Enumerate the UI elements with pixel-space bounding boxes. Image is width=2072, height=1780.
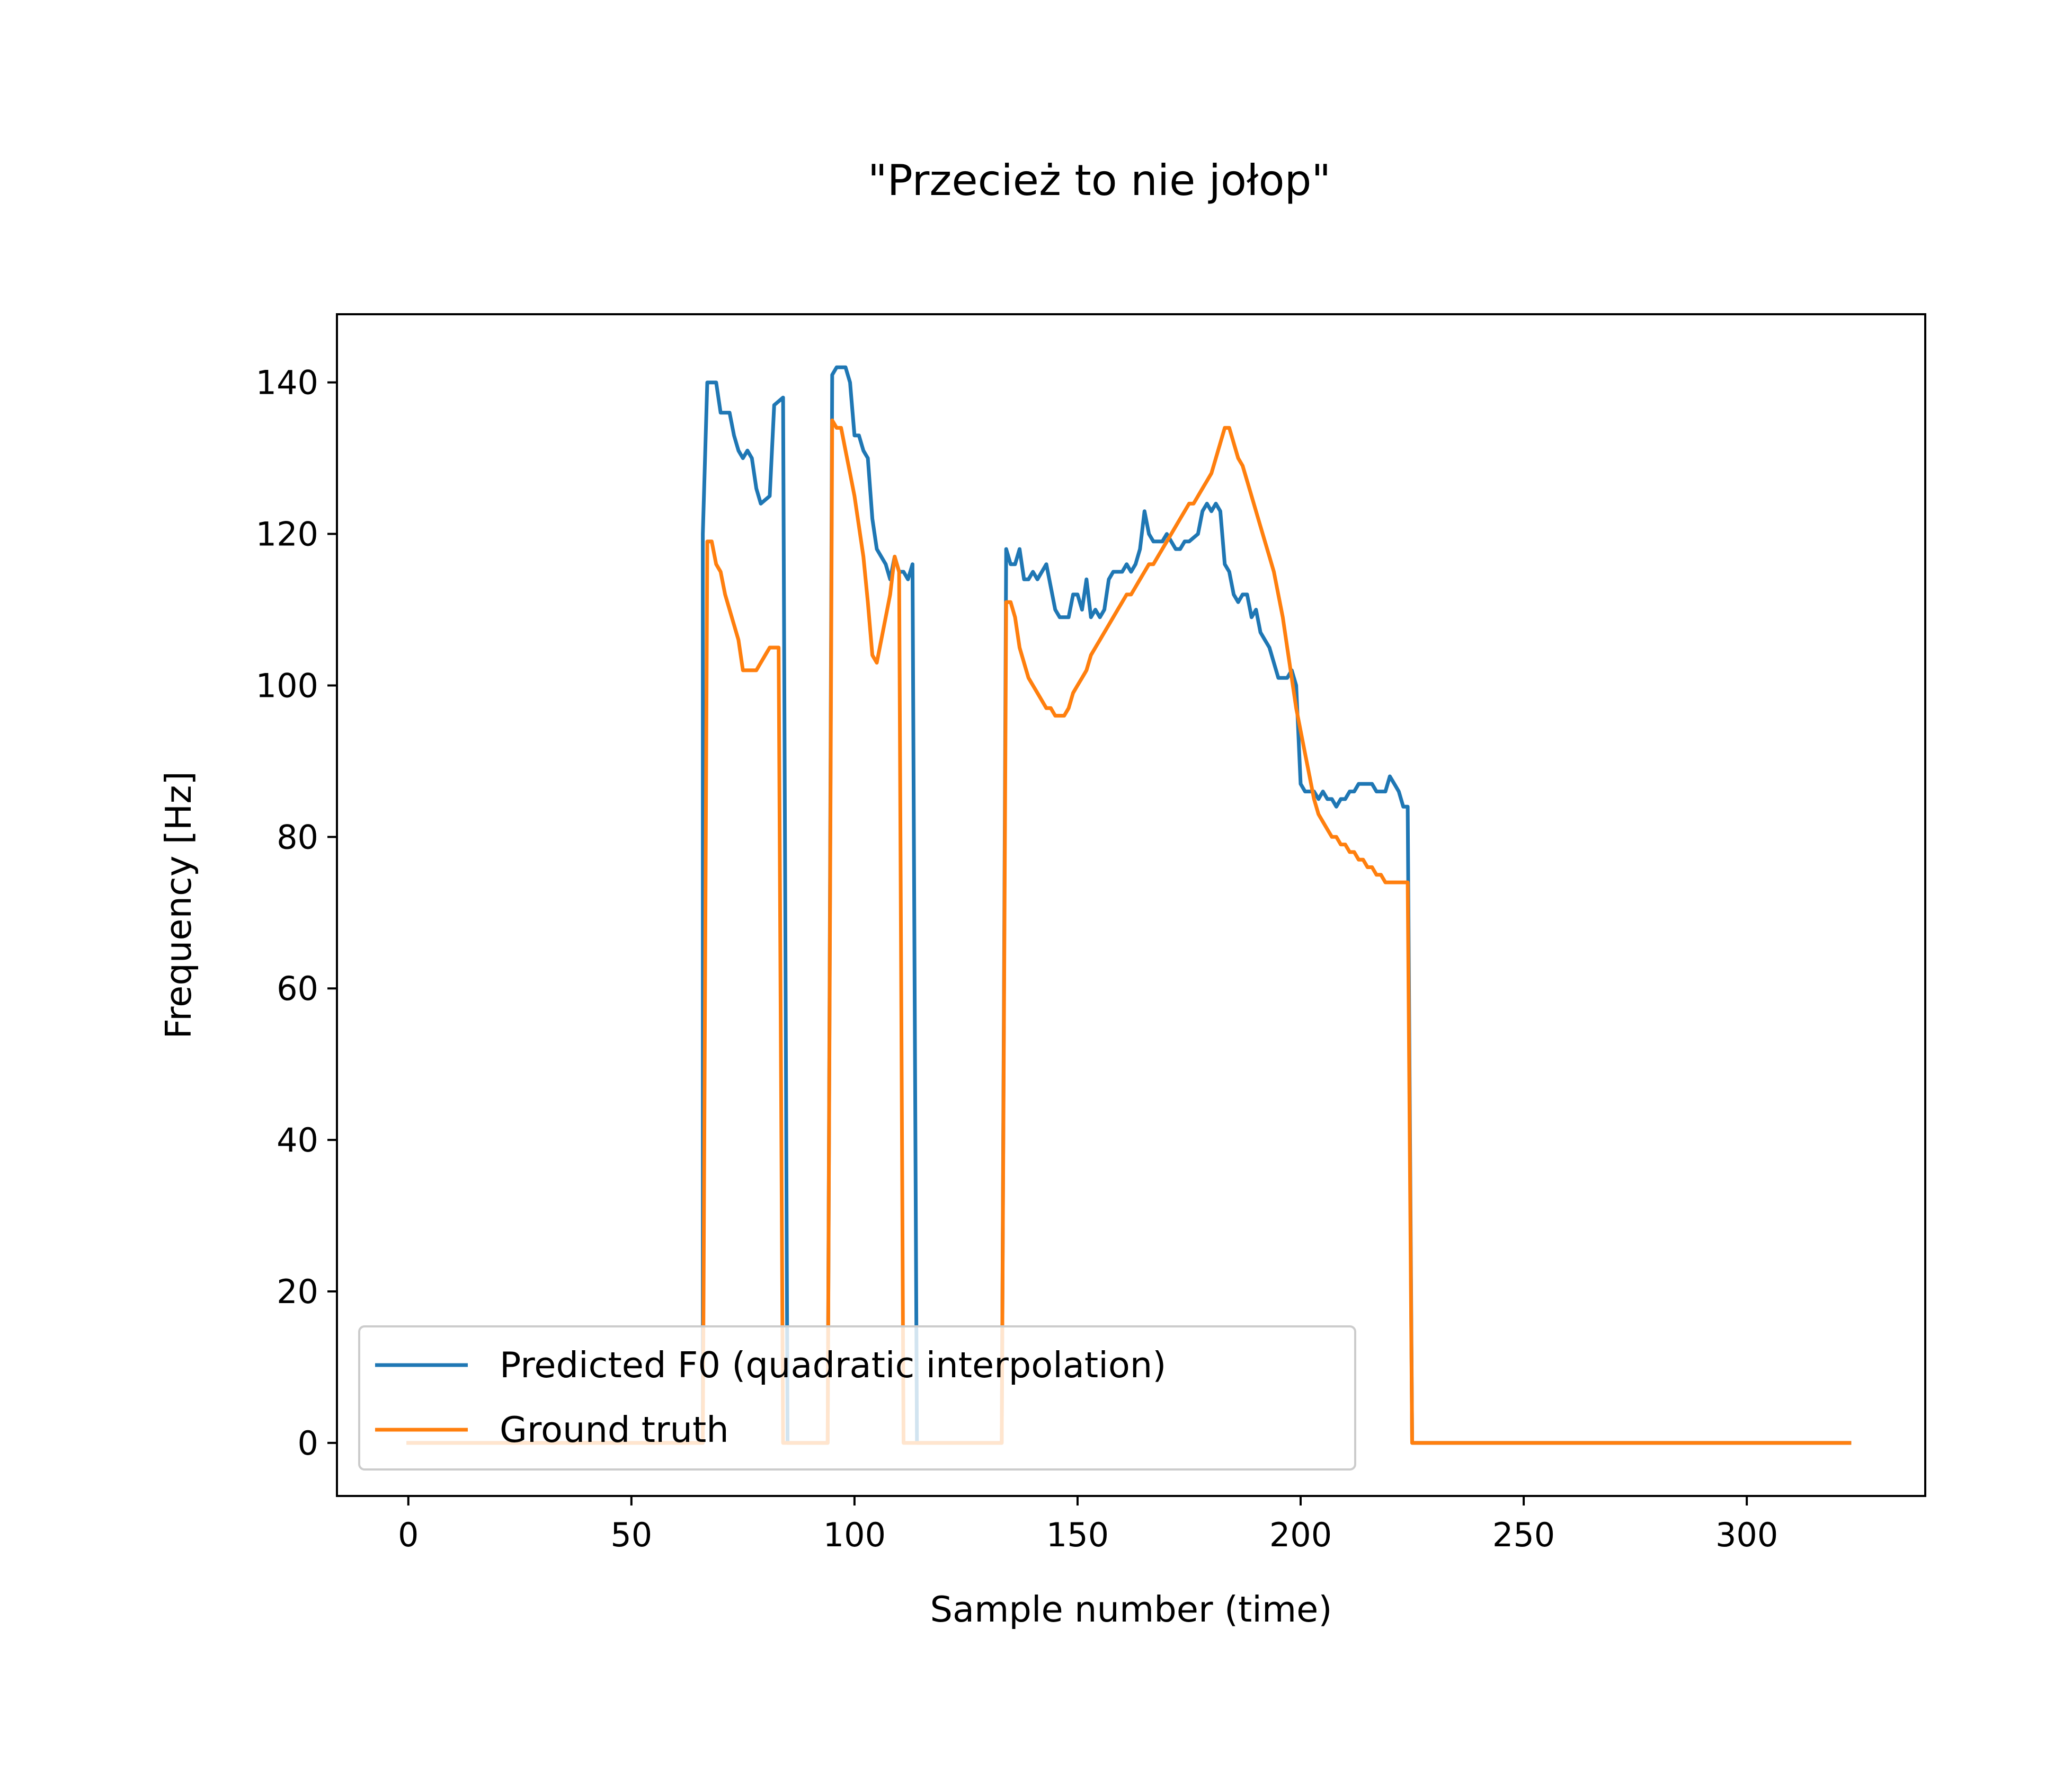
- x-axis-ticks: 0 50 100 150 200 250 300: [398, 1496, 1778, 1554]
- y-tick-label: 100: [256, 666, 318, 705]
- y-tick-label: 20: [277, 1272, 318, 1311]
- x-tick-label: 150: [1046, 1516, 1109, 1554]
- legend-label-2: Ground truth: [500, 1409, 729, 1450]
- y-tick-label: 140: [256, 364, 318, 402]
- x-tick-label: 0: [398, 1516, 419, 1554]
- x-axis-label: Sample number (time): [930, 1589, 1332, 1630]
- y-tick-label: 120: [256, 515, 318, 554]
- series-layer: [406, 365, 1852, 1445]
- chart-title: "Przecież to nie jołop": [868, 156, 1331, 205]
- x-tick-label: 250: [1492, 1516, 1555, 1554]
- legend-label-1: Predicted F0 (quadratic interpolation): [500, 1344, 1166, 1386]
- plot-area: [337, 314, 1925, 1496]
- series-line-1: [406, 365, 1852, 1445]
- y-axis-ticks: 0 20 40 60 80 100 120 140: [256, 364, 337, 1463]
- legend-box: [358, 1325, 1356, 1471]
- plot-frame: [336, 313, 1926, 1497]
- y-tick-label: 60: [277, 969, 318, 1008]
- x-tick-label: 200: [1269, 1516, 1332, 1554]
- y-axis-label: Frequency [Hz]: [158, 771, 199, 1039]
- y-tick-label: 40: [277, 1121, 318, 1159]
- x-tick-label: 50: [610, 1516, 652, 1554]
- x-tick-label: 100: [823, 1516, 886, 1554]
- x-tick-label: 300: [1715, 1516, 1778, 1554]
- legend: Predicted F0 (quadratic interpolation) Gr…: [358, 1325, 1356, 1471]
- y-tick-label: 0: [298, 1424, 318, 1463]
- series-line-2: [406, 418, 1852, 1445]
- y-tick-label: 80: [277, 818, 318, 856]
